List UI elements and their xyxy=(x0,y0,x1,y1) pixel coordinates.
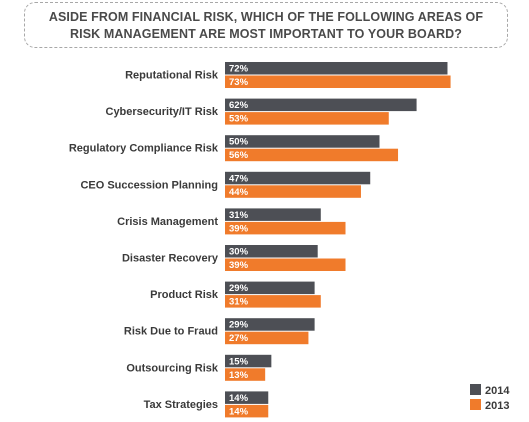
bar-value-label: 56% xyxy=(229,150,249,161)
category-label: Tax Strategies xyxy=(144,399,218,411)
bar-value-label: 27% xyxy=(229,333,249,344)
category-label: Cybersecurity/IT Risk xyxy=(106,106,219,118)
bar-value-label: 15% xyxy=(229,356,249,367)
category-label: Reputational Risk xyxy=(125,70,219,82)
bar-2014 xyxy=(225,318,315,331)
bar-value-label: 39% xyxy=(229,260,249,271)
bar-value-label: 29% xyxy=(229,320,249,331)
chart-title-line-1: ASIDE FROM FINANCIAL RISK, WHICH OF THE … xyxy=(48,10,484,24)
bar-value-label: 14% xyxy=(229,406,249,417)
bar-value-label: 31% xyxy=(229,210,249,221)
bar-value-label: 53% xyxy=(229,114,249,125)
bar-value-label: 31% xyxy=(229,297,249,308)
bar-value-label: 14% xyxy=(229,393,249,404)
bar-2013 xyxy=(225,75,451,88)
legend-label: 2013 xyxy=(485,400,509,412)
bar-2014 xyxy=(225,281,315,295)
bar-value-label: 44% xyxy=(229,187,249,198)
legend-swatch-2013 xyxy=(470,399,481,410)
bar-2013 xyxy=(225,258,346,271)
category-label: Risk Due to Fraud xyxy=(124,326,218,338)
category-label: Outsourcing Risk xyxy=(126,362,219,374)
bar-value-label: 72% xyxy=(229,64,249,75)
bar-2014 xyxy=(225,391,269,404)
chart-title-line-2: RISK MANAGEMENT ARE MOST IMPORTANT TO YO… xyxy=(70,27,462,41)
bar-2014 xyxy=(225,245,318,258)
bar-2014 xyxy=(225,62,448,75)
bar-2014 xyxy=(225,135,380,148)
bar-value-label: 39% xyxy=(229,223,249,234)
category-label: CEO Succession Planning xyxy=(80,179,218,191)
bar-value-label: 50% xyxy=(229,137,249,148)
bar-2013 xyxy=(225,331,309,345)
category-label: Crisis Management xyxy=(117,216,218,228)
bar-2014 xyxy=(225,354,272,368)
bar-value-label: 62% xyxy=(229,100,249,111)
category-label: Product Risk xyxy=(150,289,219,301)
bar-2013 xyxy=(225,112,389,125)
bar-2013 xyxy=(225,404,269,418)
bar-value-label: 30% xyxy=(229,247,249,258)
bar-value-label: 29% xyxy=(229,283,249,294)
bar-2013 xyxy=(225,148,399,162)
bar-2013 xyxy=(225,221,346,235)
legend-label: 2014 xyxy=(485,385,510,397)
bar-2014 xyxy=(225,98,417,112)
category-label: Disaster Recovery xyxy=(122,253,219,265)
bar-value-label: 73% xyxy=(229,77,249,88)
bar-2014 xyxy=(225,171,371,185)
chart-title-box: ASIDE FROM FINANCIAL RISK, WHICH OF THE … xyxy=(24,2,508,48)
bar-value-label: 13% xyxy=(229,370,249,381)
bar-value-label: 47% xyxy=(229,173,249,184)
bar-2014 xyxy=(225,208,321,221)
category-label: Regulatory Compliance Risk xyxy=(69,143,219,155)
bar-2013 xyxy=(225,368,266,381)
legend-swatch-2014 xyxy=(470,384,481,395)
bar-2013 xyxy=(225,295,321,308)
bar-2013 xyxy=(225,185,361,198)
